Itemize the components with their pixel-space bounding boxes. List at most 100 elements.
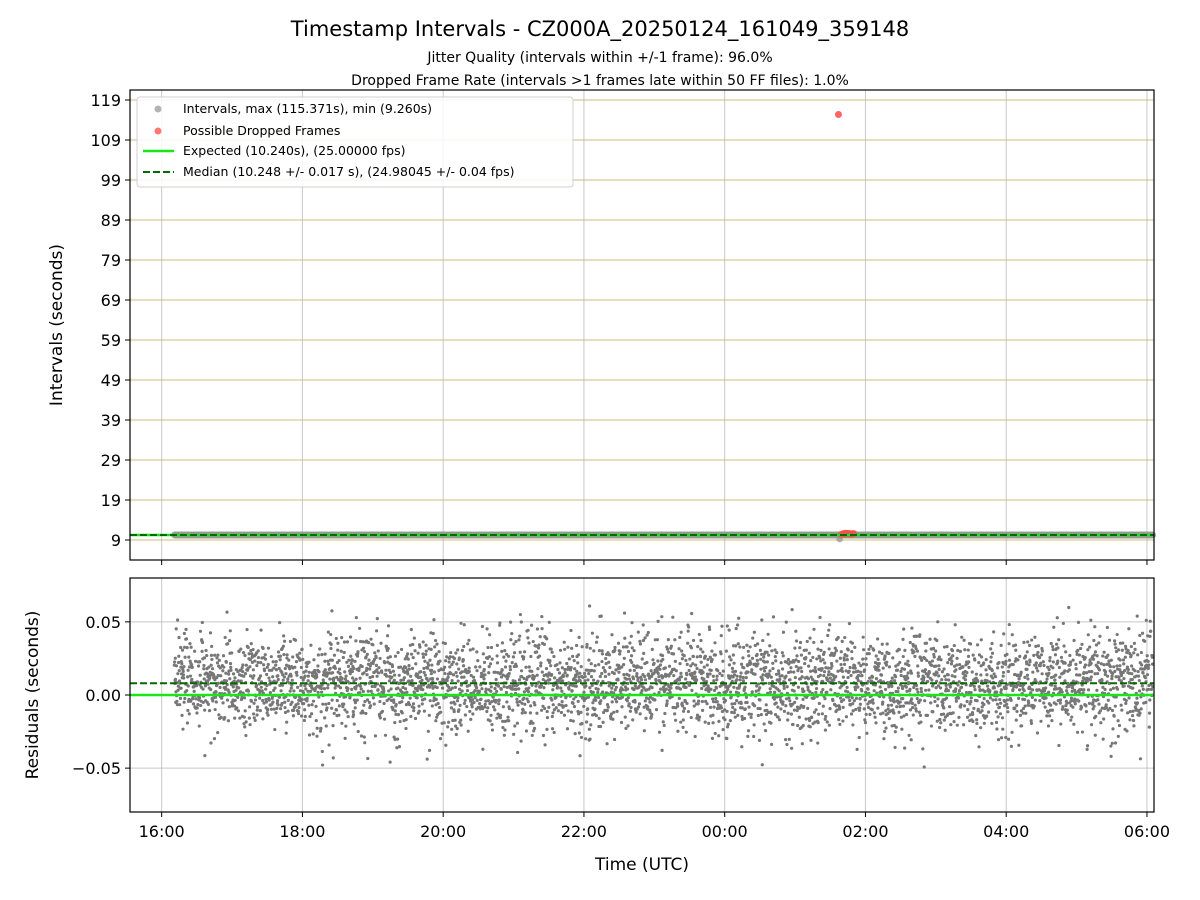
residual-point — [301, 657, 305, 661]
residual-point — [320, 653, 324, 657]
residual-point — [300, 697, 304, 702]
residual-point — [172, 660, 177, 664]
residual-point — [339, 649, 343, 653]
residual-point — [350, 658, 354, 662]
residual-point — [273, 727, 277, 732]
residual-point — [306, 679, 310, 683]
residual-point — [322, 687, 327, 691]
residual-point — [242, 696, 247, 700]
residual-point — [174, 664, 179, 668]
residual-point — [209, 741, 213, 745]
residual-point — [239, 647, 243, 651]
residual-point — [184, 637, 189, 641]
residual-point — [282, 675, 286, 679]
residual-point — [212, 674, 216, 678]
residual-point — [254, 683, 258, 688]
residual-point — [334, 636, 338, 641]
residual-point — [248, 674, 253, 678]
residual-point — [173, 677, 178, 681]
residual-point — [198, 660, 202, 664]
residual-point — [305, 696, 309, 701]
residual-point — [336, 641, 340, 645]
residual-point — [258, 674, 263, 678]
residual-point — [217, 713, 221, 717]
residual-point — [379, 641, 383, 645]
residual-point — [190, 665, 194, 669]
residual-point — [214, 690, 218, 694]
residual-point — [241, 670, 245, 674]
residual-point — [288, 689, 292, 693]
residual-point — [262, 663, 266, 667]
residual-point — [269, 707, 274, 711]
residual-point — [191, 702, 196, 706]
residual-point — [358, 676, 362, 680]
residual-point — [243, 672, 248, 676]
residual-point — [229, 668, 233, 672]
residual-point — [353, 659, 357, 663]
residual-point — [175, 699, 179, 703]
residual-point — [239, 679, 243, 683]
residual-point — [332, 676, 336, 680]
residual-point — [366, 689, 370, 693]
residual-point — [298, 651, 302, 655]
residual-point — [380, 670, 384, 674]
residual-point — [337, 704, 341, 708]
residual-point — [362, 671, 366, 675]
intervals-ytick-label: 9 — [111, 531, 121, 550]
residual-point — [246, 645, 250, 650]
residual-point — [369, 637, 373, 641]
intervals-ytick-label: 29 — [101, 451, 121, 470]
residual-point — [320, 690, 324, 694]
residual-point — [298, 658, 302, 662]
residual-point — [235, 706, 239, 710]
residual-point — [236, 709, 241, 713]
residual-point — [227, 690, 231, 695]
residual-point — [368, 664, 372, 668]
residual-point — [230, 651, 234, 655]
residual-point — [247, 716, 251, 720]
residual-point — [176, 672, 180, 676]
residual-point — [188, 641, 192, 646]
residual-point — [182, 664, 186, 669]
residual-point — [331, 756, 335, 760]
residual-point — [333, 666, 337, 670]
residual-point — [332, 653, 337, 657]
residual-point — [174, 627, 178, 631]
residual-point — [258, 696, 262, 700]
residual-point — [341, 655, 345, 660]
residual-point — [251, 647, 255, 652]
residual-point — [351, 713, 356, 717]
residual-point — [237, 686, 241, 690]
residual-point — [228, 629, 232, 633]
residual-point — [233, 698, 237, 702]
residual-point — [225, 610, 229, 614]
residual-point — [280, 701, 284, 706]
residual-point — [375, 629, 379, 633]
residual-point — [348, 635, 353, 639]
residual-point — [286, 698, 290, 703]
residual-point — [346, 664, 351, 668]
residual-point — [177, 654, 181, 658]
residual-point — [361, 711, 365, 715]
residual-point — [197, 696, 202, 700]
residual-point — [292, 689, 296, 693]
residual-point — [288, 639, 292, 644]
residual-point — [296, 712, 301, 716]
residual-point — [346, 686, 350, 691]
residual-point — [355, 698, 359, 702]
residual-point — [219, 674, 223, 678]
residual-point — [264, 687, 268, 691]
residual-point — [259, 628, 263, 632]
residual-point — [299, 665, 303, 670]
residual-point — [284, 672, 288, 676]
residual-point — [242, 715, 246, 719]
residual-point — [276, 650, 281, 654]
intervals-ytick-label: 119 — [90, 91, 121, 110]
residual-point — [216, 653, 220, 657]
residual-point — [344, 724, 348, 728]
residual-point — [346, 714, 350, 719]
residual-point — [198, 629, 203, 633]
residual-point — [293, 638, 298, 642]
residual-point — [249, 699, 254, 703]
legend-expected-label: Expected (10.240s), (25.00000 fps) — [183, 143, 405, 158]
